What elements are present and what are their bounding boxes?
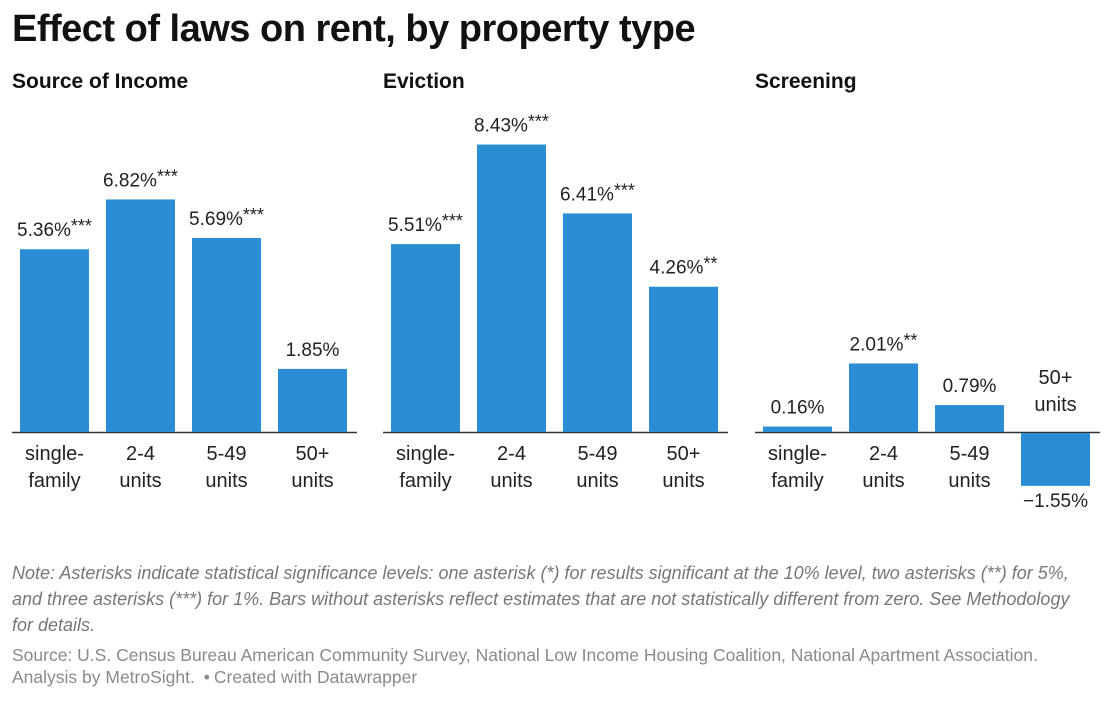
datawrapper-credit[interactable]: Created with Datawrapper [213,667,418,687]
category-label: 50+ [296,443,330,465]
category-label: units [1034,394,1076,416]
category-label: 2-4 [869,443,898,465]
category-label: 2-4 [126,443,155,465]
source-text: Source: U.S. Census Bureau American Comm… [12,645,1038,687]
value-label: 0.79% [943,376,997,397]
value-label: 0.16% [771,398,825,419]
category-label: single- [25,443,84,465]
source-separator: • [203,667,210,687]
category-label: units [948,470,990,492]
value-label: 1.85% [286,340,340,361]
bar-2 [106,199,175,432]
source-line: Source: U.S. Census Bureau American Comm… [12,644,1092,688]
value-label: 2.01%** [850,330,918,355]
bar-4 [1021,433,1090,486]
value-label: 6.82%*** [103,166,178,191]
category-label: 2-4 [497,443,526,465]
value-label: 5.69%*** [189,205,264,230]
value-label: 5.36%*** [17,216,92,241]
category-label: 50+ [1039,367,1073,389]
value-label: 6.41%*** [560,180,635,205]
value-label: 4.26%** [650,254,718,279]
category-label: single- [768,443,827,465]
category-label: units [490,470,532,492]
bar-4 [649,286,718,432]
category-label: units [662,470,704,492]
category-label: 5-49 [949,443,989,465]
bar-1 [763,426,832,432]
bar-4 [278,368,347,432]
chart-title: Effect of laws on rent, by property type [12,8,696,50]
category-label: 5-49 [206,443,246,465]
category-label: units [119,470,161,492]
bar-1 [391,244,460,432]
category-label: family [399,470,451,492]
bar-2 [477,144,546,433]
category-label: units [576,470,618,492]
value-label: 8.43%*** [474,112,549,137]
bar-3 [192,237,261,432]
bar-charts: 5.36%*** single-family 6.82%*** 2-4 units 5.6… [12,112,1100,512]
panel-title-eviction: Eviction [383,70,465,93]
bar-3 [935,405,1004,432]
category-label: units [862,470,904,492]
category-label: units [291,470,333,492]
panel-title-screening: Screening [755,70,857,93]
category-label: family [771,470,823,492]
bar-2 [849,363,918,432]
value-label: 5.51%*** [388,211,463,236]
category-label: family [28,470,80,492]
category-label: 50+ [667,443,701,465]
footnote: Note: Asterisks indicate statistical sig… [12,563,1070,635]
category-label: units [205,470,247,492]
panel-title-source-of-income: Source of Income [12,70,189,93]
category-label: 5-49 [577,443,617,465]
value-label: −1.55% [1023,491,1088,512]
bar-3 [563,213,632,432]
category-label: single- [396,443,455,465]
bar-1 [20,249,89,432]
